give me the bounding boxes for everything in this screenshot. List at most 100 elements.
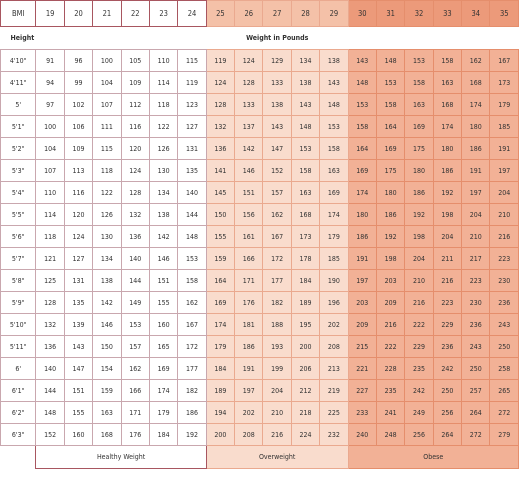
weight-cell: 173 [489, 71, 519, 94]
weight-cell: 100 [35, 115, 65, 138]
weight-cell: 172 [262, 247, 292, 270]
weight-cell: 129 [262, 49, 292, 72]
weight-cell: 216 [432, 269, 463, 292]
weight-cell: 109 [120, 71, 150, 94]
weight-cell: 272 [489, 401, 519, 424]
weight-cell: 99 [63, 71, 94, 94]
table-row: 5'3" 107 113 118 124 130 135 141 146 152 158 163 169… [0, 159, 519, 182]
weight-cell: 153 [375, 71, 406, 94]
weight-cell: 197 [461, 181, 491, 204]
weight-cell: 209 [347, 313, 377, 336]
weight-cell: 138 [290, 71, 321, 94]
weight-cell: 121 [35, 247, 65, 270]
weight-cell: 137 [234, 115, 264, 138]
weight-cell: 157 [120, 335, 150, 358]
bmi-value: 31 [375, 0, 406, 27]
bmi-header-row: BMI 19 20 21 22 23 24 25 26 27 28 29 30 31 32 33 34 35 [0, 0, 519, 27]
weight-cell: 169 [404, 115, 434, 138]
weight-cell: 265 [489, 379, 519, 402]
weight-cell: 142 [148, 225, 179, 248]
weight-cell: 174 [205, 313, 236, 336]
weight-cell: 143 [63, 335, 94, 358]
weight-cell: 256 [404, 423, 434, 446]
weight-cell: 163 [290, 181, 321, 204]
table-row: 6'2" 148 155 163 171 179 186 194 202 210 218 225 233… [0, 401, 519, 424]
weight-cell: 202 [234, 401, 264, 424]
weight-cell: 204 [461, 203, 491, 226]
weight-cell: 222 [375, 335, 406, 358]
footer-spacer [0, 445, 36, 469]
weight-cell: 158 [177, 269, 207, 292]
weight-cell: 204 [489, 181, 519, 204]
weight-cell: 180 [432, 137, 463, 160]
weight-cell: 232 [319, 423, 349, 446]
weight-cell: 216 [489, 225, 519, 248]
weight-cell: 144 [177, 203, 207, 226]
weight-cell: 96 [63, 49, 94, 72]
weight-cell: 140 [120, 247, 150, 270]
weight-cell: 240 [347, 423, 377, 446]
weight-cell: 118 [35, 225, 65, 248]
height-cell: 4'10" [0, 49, 37, 72]
weight-cell: 153 [177, 247, 207, 270]
weight-cell: 148 [290, 115, 321, 138]
weight-cell: 264 [432, 423, 463, 446]
weight-cell: 127 [63, 247, 94, 270]
weight-cell: 164 [205, 269, 236, 292]
weight-cell: 153 [404, 49, 434, 72]
weight-cell: 133 [262, 71, 292, 94]
weight-cell: 191 [347, 247, 377, 270]
height-cell: 6' [0, 357, 37, 380]
weight-cell: 174 [319, 203, 349, 226]
weight-cell: 198 [375, 247, 406, 270]
weight-cell: 169 [347, 159, 377, 182]
bmi-value: 26 [234, 0, 264, 27]
weight-cell: 230 [489, 269, 519, 292]
table-row: 5' 97 102 107 112 118 123 128 133 138 143 148 153 158… [0, 93, 519, 116]
weight-cell: 148 [375, 49, 406, 72]
weight-cell: 143 [347, 49, 377, 72]
weight-cell: 168 [290, 203, 321, 226]
weight-cell: 216 [375, 313, 406, 336]
weight-cell: 235 [404, 357, 434, 380]
height-cell: 5'10" [0, 313, 37, 336]
weight-cell: 122 [148, 115, 179, 138]
weight-cell: 131 [177, 137, 207, 160]
overweight-label: Overweight [205, 445, 349, 469]
weight-cell: 184 [290, 269, 321, 292]
height-cell: 6'1" [0, 379, 37, 402]
weight-cell: 158 [319, 137, 349, 160]
weight-cell: 143 [262, 115, 292, 138]
weight-cell: 177 [177, 357, 207, 380]
weight-cell: 217 [461, 247, 491, 270]
bmi-value: 33 [432, 0, 463, 27]
weight-cell: 221 [347, 357, 377, 380]
weight-cell: 236 [432, 335, 463, 358]
weight-cell: 191 [489, 137, 519, 160]
weight-cell: 168 [432, 93, 463, 116]
weight-cell: 180 [347, 203, 377, 226]
weight-cell: 125 [35, 269, 65, 292]
weight-cell: 200 [205, 423, 236, 446]
weight-cell: 152 [262, 159, 292, 182]
weight-cell: 169 [148, 357, 179, 380]
weight-cell: 243 [461, 335, 491, 358]
weight-cell: 257 [461, 379, 491, 402]
height-cell: 4'11" [0, 71, 37, 94]
weight-cell: 179 [489, 93, 519, 116]
weight-cell: 256 [432, 401, 463, 424]
weight-cell: 185 [489, 115, 519, 138]
weight-cell: 248 [375, 423, 406, 446]
weight-cell: 186 [347, 225, 377, 248]
weight-cell: 279 [489, 423, 519, 446]
weight-cell: 150 [92, 335, 122, 358]
table-row: 5'4" 110 116 122 128 134 140 145 151 157 163 169 174… [0, 181, 519, 204]
bmi-label: BMI [0, 0, 37, 27]
weight-cell: 119 [177, 71, 207, 94]
weight-cell: 110 [148, 49, 179, 72]
weight-cell: 128 [234, 71, 264, 94]
height-cell: 5'1" [0, 115, 37, 138]
weight-cell: 167 [489, 49, 519, 72]
weight-cell: 142 [234, 137, 264, 160]
